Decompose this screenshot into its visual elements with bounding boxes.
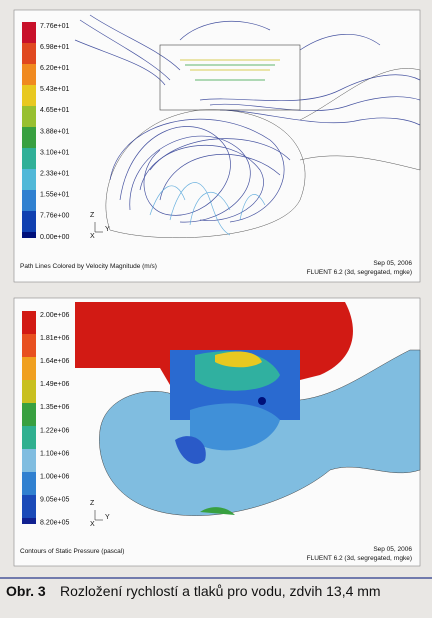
- footer-date: Sep 05, 2006: [373, 260, 412, 267]
- axis-label: Y: [105, 514, 110, 521]
- axis-label: X: [90, 521, 95, 528]
- legend-label: 3.10e+01: [40, 149, 69, 156]
- legend-label: 5.43e+01: [40, 86, 69, 93]
- caption-label: Obr. 3: [6, 583, 46, 599]
- legend-labels: 7.76e+01 6.98e+01 6.20e+01 5.43e+01 4.65e+01…: [40, 23, 69, 241]
- flow-geometry: [74, 14, 421, 239]
- legend-label: 8.20e+05: [40, 520, 69, 527]
- axis-label: X: [90, 233, 95, 240]
- pressure-geometry: [75, 302, 421, 516]
- axis-label: Z: [90, 500, 95, 507]
- axis-triad: [94, 510, 103, 521]
- legend-labels: 2.00e+06 1.81e+06 1.64e+06 1.49e+06 1.35e+06…: [40, 312, 69, 527]
- legend-label: 1.64e+06: [40, 358, 69, 365]
- legend-label: 1.00e+06: [40, 474, 69, 481]
- axis-label: Y: [105, 226, 110, 233]
- footer-solver: FLUENT 6.2 (3d, segregated, rngke): [307, 269, 412, 276]
- axis-label: Z: [90, 212, 95, 219]
- legend-label: 4.65e+01: [40, 107, 69, 114]
- axis-triad: [94, 222, 103, 233]
- legend-label: 7.76e+00: [40, 213, 69, 220]
- footer-solver: FLUENT 6.2 (3d, segregated, rngke): [307, 555, 412, 562]
- velocity-figure: 7.76e+01 6.98e+01 6.20e+01 5.43e+01 4.65e+01…: [13, 9, 421, 283]
- legend-label: 2.33e+01: [40, 171, 69, 178]
- legend-label: 9.05e+05: [40, 497, 69, 504]
- legend-label: 1.55e+01: [40, 192, 69, 199]
- legend-label: 3.88e+01: [40, 128, 69, 135]
- legend-label: 6.98e+01: [40, 44, 69, 51]
- pressure-figure: 2.00e+06 1.81e+06 1.64e+06 1.49e+06 1.35e+06…: [13, 297, 421, 567]
- legend-label: 0.00e+00: [40, 234, 69, 241]
- legend-label: 1.35e+06: [40, 404, 69, 411]
- color-bar: [22, 22, 36, 238]
- footer-text: Contours of Static Pressure (pascal): [20, 548, 124, 555]
- caption-text: Rozložení rychlostí a tlaků pro vodu, zd…: [60, 583, 381, 599]
- legend-label: 1.10e+06: [40, 450, 69, 457]
- legend-label: 7.76e+01: [40, 23, 69, 30]
- legend-label: 1.22e+06: [40, 427, 69, 434]
- legend-label: 2.00e+06: [40, 312, 69, 319]
- footer-text: Path Lines Colored by Velocity Magnitude…: [20, 263, 157, 270]
- footer-date: Sep 05, 2006: [373, 546, 412, 553]
- legend-label: 6.20e+01: [40, 65, 69, 72]
- color-bar: [22, 311, 36, 524]
- legend-label: 1.49e+06: [40, 381, 69, 388]
- legend-label: 1.81e+06: [40, 335, 69, 342]
